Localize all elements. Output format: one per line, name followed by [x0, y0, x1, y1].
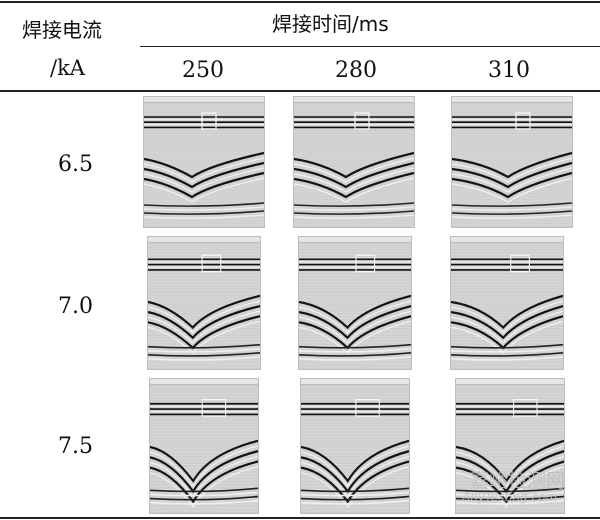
current-label-6-5: 6.5	[58, 152, 93, 177]
ultrasound-image-7-5-310	[455, 378, 565, 514]
current-label-7-0: 7.0	[58, 294, 93, 319]
current-label-7-5: 7.5	[58, 434, 93, 459]
ultrasound-image-7-5-280	[300, 378, 410, 514]
time-label-310: 310	[488, 58, 530, 83]
header-bottom-rule	[0, 90, 600, 92]
subheader-rule	[140, 46, 600, 47]
row-header-title: 焊接电流	[22, 18, 102, 42]
ultrasound-image-6-5-310	[451, 96, 573, 228]
ultrasound-image-7-5-250	[149, 378, 259, 514]
ultrasound-image-7-0-310	[450, 236, 564, 370]
row-header-unit: /kA	[50, 56, 85, 80]
time-label-250: 250	[182, 58, 224, 83]
watermark-url: AnyTesting.com	[462, 490, 558, 504]
ultrasound-image-6-5-280	[293, 96, 415, 228]
ultrasound-image-7-0-280	[298, 236, 412, 370]
bottom-rule	[0, 517, 600, 519]
time-label-280: 280	[335, 58, 377, 83]
column-header-title: 焊接时间/ms	[272, 12, 389, 36]
watermark-logo-text: 嘉峪检测网	[470, 470, 566, 492]
top-rule	[0, 1, 600, 3]
ultrasound-image-6-5-250	[143, 96, 265, 228]
ultrasound-image-7-0-250	[147, 236, 261, 370]
